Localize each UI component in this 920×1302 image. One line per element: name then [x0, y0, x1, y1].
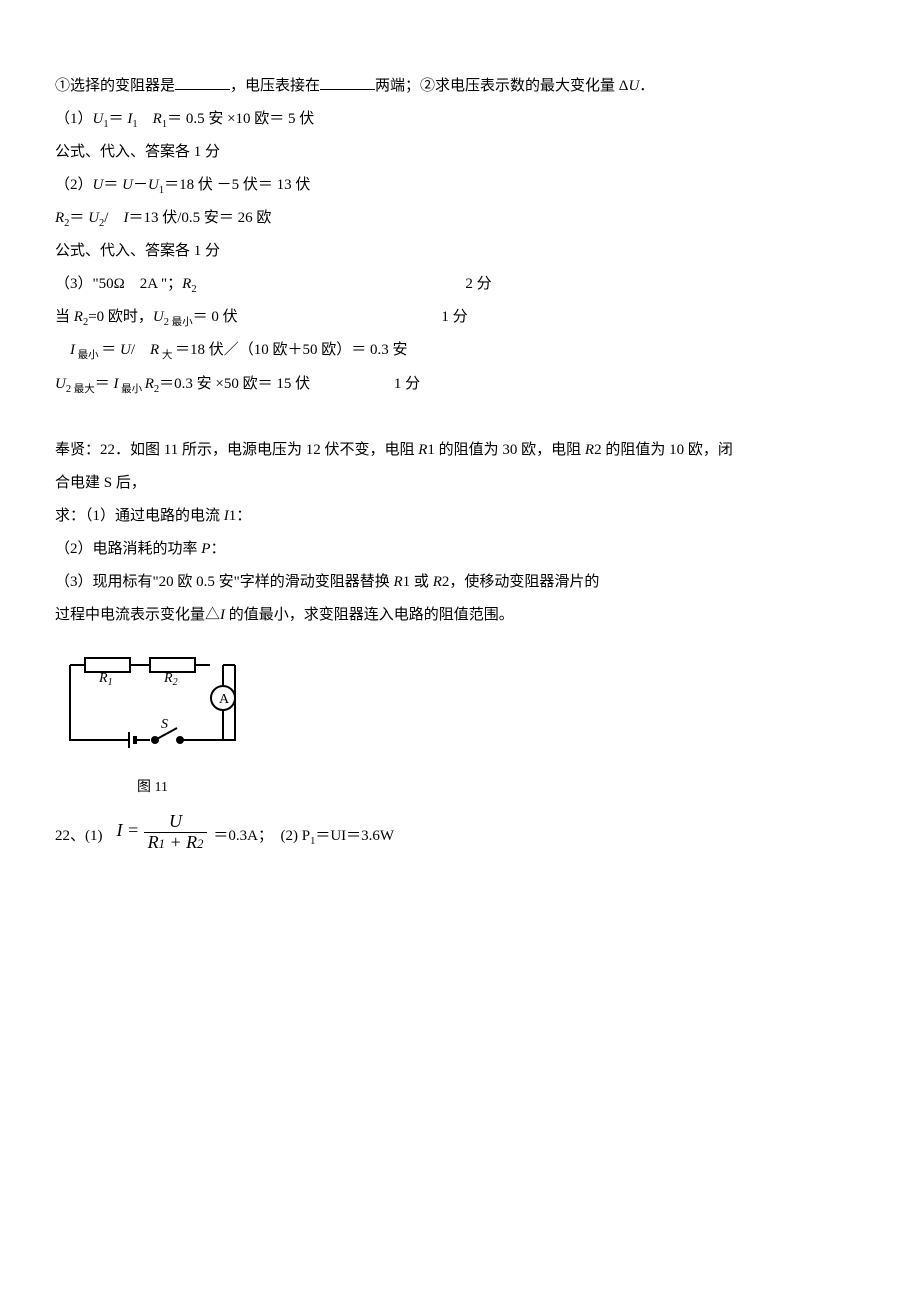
var-U: U	[628, 78, 639, 94]
q1-s2-label: （2）	[55, 177, 93, 193]
q2-p2: （2）电路消耗的功率 P：	[55, 533, 865, 566]
q1-s6-score: 1 分	[394, 368, 420, 401]
q1-s2b-eq: ＝13 伏/0.5 安＝ 26 欧	[128, 210, 271, 226]
q1-s6: U2 最大＝ I 最小 R2＝0.3 安 ×50 欧＝ 15 伏 1 分	[55, 368, 865, 401]
circuit-svg: R1 R2 S A	[55, 650, 250, 760]
q1-s1-label: （1）	[55, 111, 93, 127]
q2-p4a: 过程中电流表示变化量△	[55, 607, 220, 623]
q2-p1a: 求：（1）通过电路的电流	[55, 508, 224, 524]
q1-s6-b: ＝0.3 安 ×50 欧＝ 15 伏	[159, 376, 310, 392]
q1-s3-label: （3）"50Ω 2A "；	[55, 276, 182, 292]
q2-ha: 奉贤：22．如图 11 所示，电源电压为 12 伏不变，电阻	[55, 442, 418, 458]
figure-11: R1 R2 S A 图 11	[55, 650, 865, 804]
q2-hd: 合电建 S 后，	[55, 467, 865, 500]
q2-head: 奉贤：22．如图 11 所示，电源电压为 12 伏不变，电阻 R1 的阻值为 3…	[55, 434, 865, 467]
q2-hc: 的阻值为 10 欧，闭	[602, 442, 733, 458]
q1-s1-eq: ＝ 0.5 安 ×10 欧＝ 5 伏	[167, 111, 314, 127]
q2-p2b: ：	[210, 541, 225, 557]
q1-s2a-eq: ＝18 伏 －5 伏＝ 13 伏	[164, 177, 310, 193]
q2-p4: 过程中电流表示变化量△I 的值最小，求变阻器连入电路的阻值范围。	[55, 599, 865, 632]
q1-s3-score: 2 分	[465, 268, 491, 301]
q1-s6-a: ＝	[95, 376, 114, 392]
formula-I: I = U R1 + R2	[117, 811, 208, 852]
q1-s4-b: =0 欧时，	[88, 309, 153, 325]
q1-l1-d: ．	[639, 78, 654, 94]
q2-answer: 22、(1) I = U R1 + R2 ＝0.3A； (2) P1＝UI＝3.…	[55, 811, 865, 852]
q2-p3: （3）现用标有"20 欧 0.5 安"字样的滑动变阻器替换 R1 或 R2，使移…	[55, 566, 865, 599]
q1-s4: 当 R2=0 欧时，U2 最小＝ 0 伏 1 分	[55, 301, 865, 334]
q1-s3: （3）"50Ω 2A "；R2 2 分	[55, 268, 865, 301]
q2-p4b: 的值最小，求变阻器连入电路的阻值范围。	[225, 607, 514, 623]
q1-s1: （1）U1＝ I1 R1＝ 0.5 安 ×10 欧＝ 5 伏	[55, 103, 865, 136]
q2-ans-c: ＝UI＝3.6W	[315, 820, 394, 853]
q1-s5-b: ＝18 伏／（10 欧＋50 欧）＝ 0.3 安	[175, 342, 408, 358]
q1-s2b: R2＝ U2/ I＝13 伏/0.5 安＝ 26 欧	[55, 202, 865, 235]
q1-s2a: （2）U＝ U－U1＝18 伏 －5 伏＝ 13 伏	[55, 169, 865, 202]
q1-s4-c: ＝ 0 伏	[193, 309, 238, 325]
q2-p3b: 或	[410, 574, 433, 590]
q1-s5: I 最小 ＝ U/ R 大 ＝18 伏／（10 欧＋50 欧）＝ 0.3 安	[55, 334, 865, 367]
q1-line1: ①选择的变阻器是 ，电压表接在 两端；②求电压表示数的最大变化量 ΔU．	[55, 70, 865, 103]
q1-l1-c: 两端；②求电压表示数的最大变化量 Δ	[375, 78, 628, 94]
blank-2	[320, 74, 375, 90]
q1-l1-b: ，电压表接在	[230, 78, 320, 94]
q1-pts2: 公式、代入、答案各 1 分	[55, 235, 865, 268]
q1-l1-a: ①选择的变阻器是	[55, 78, 175, 94]
q1-s4-a: 当	[55, 309, 74, 325]
q1-s4-score: 1 分	[441, 301, 467, 334]
label-a: A	[219, 692, 230, 707]
q2-p1b: ：	[236, 508, 251, 524]
blank-1	[175, 74, 230, 90]
label-s: S	[161, 717, 168, 732]
q2-hb: 的阻值为 30 欧，电阻	[435, 442, 585, 458]
q1-s5-a: ＝	[101, 342, 120, 358]
q2-p3c: ，使移动变阻器滑片的	[449, 574, 599, 590]
q2-p2a: （2）电路消耗的功率	[55, 541, 201, 557]
q2-ans-b: ＝0.3A； (2) P	[213, 820, 310, 853]
figure-caption: 图 11	[55, 773, 250, 804]
q2-ans-a: 22、(1)	[55, 820, 103, 853]
q2-p1: 求：（1）通过电路的电流 I1：	[55, 500, 865, 533]
q1-pts1: 公式、代入、答案各 1 分	[55, 136, 865, 169]
q2-p3a: （3）现用标有"20 欧 0.5 安"字样的滑动变阻器替换	[55, 574, 394, 590]
